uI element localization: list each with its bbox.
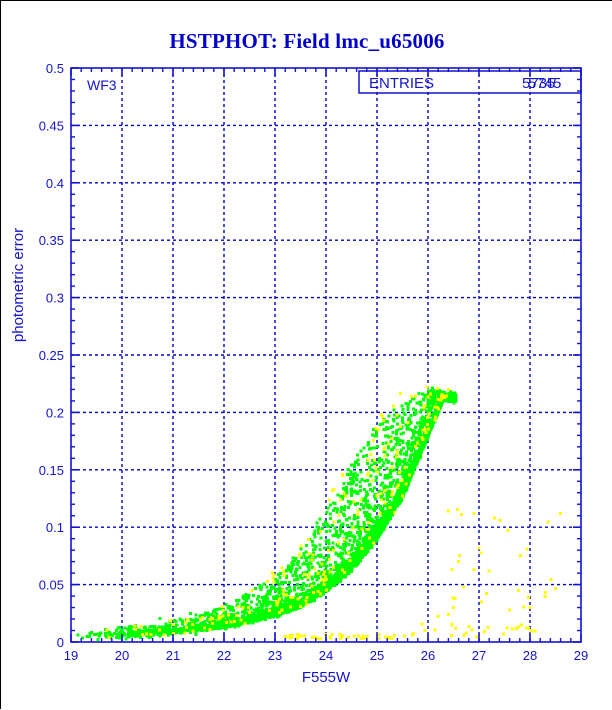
x-tick-label: 20 [115, 648, 129, 663]
x-tick-label: 23 [268, 648, 282, 663]
x-axis-title: F555W [302, 669, 351, 686]
y-tick-label: 0.25 [39, 348, 64, 363]
y-tick-label: 0.1 [46, 520, 64, 535]
y-tick-label: 0.15 [39, 463, 64, 478]
chip-label: WF3 [87, 77, 117, 93]
x-tick-label: 24 [319, 648, 333, 663]
x-tick-label: 21 [166, 648, 180, 663]
x-tick-label: 29 [574, 648, 588, 663]
x-tick-label: 19 [64, 648, 78, 663]
data-points [76, 386, 562, 641]
axis-tick-labels: 19 20 21 22 23 24 25 26 27 28 29 0 0.05 0.1 0.15 0.2 0.2… [10, 61, 588, 686]
x-tick-label: 25 [370, 648, 384, 663]
y-tick-label: 0.5 [46, 61, 64, 76]
y-tick-label: 0.2 [46, 405, 64, 420]
x-tick-label: 28 [523, 648, 537, 663]
x-tick-label: 22 [217, 648, 231, 663]
gridlines [71, 68, 581, 642]
entries-value: 5745 [528, 75, 561, 92]
y-axis-title: photometric error [10, 228, 27, 342]
y-tick-label: 0.35 [39, 233, 64, 248]
y-tick-label: 0.45 [39, 118, 64, 133]
y-tick-label: 0.3 [46, 291, 64, 306]
y-tick-label: 0 [57, 635, 64, 650]
x-tick-label: 26 [421, 648, 435, 663]
x-tick-label: 27 [472, 648, 486, 663]
y-tick-label: 0.05 [39, 578, 64, 593]
y-tick-label: 0.4 [46, 176, 64, 191]
entries-label: ENTRIES [369, 75, 434, 92]
